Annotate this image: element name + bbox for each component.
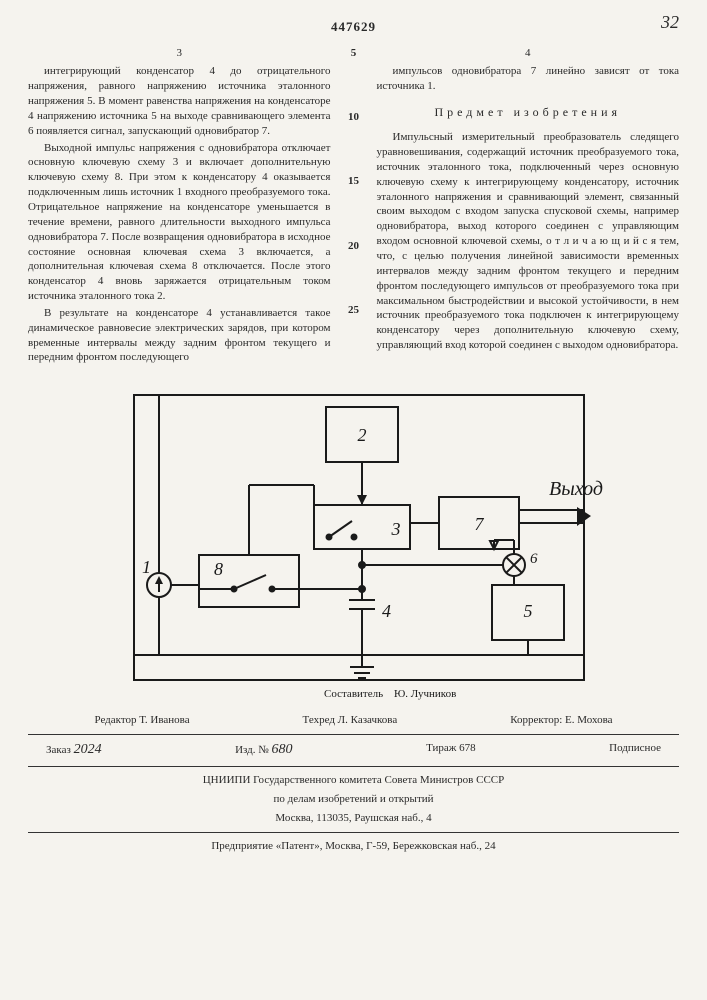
gutter-mark: 10 — [348, 110, 359, 174]
block-label: 8 — [214, 559, 223, 579]
text-columns: 3 интегрирующий конденсатор 4 до отрицат… — [28, 46, 679, 368]
org-line-2: по делам изобретений и открытий — [28, 792, 679, 807]
right-column: 4 импульсов одновибратора 7 линейно зави… — [377, 46, 680, 368]
paragraph: Выходной импульс напряжения с одновибрат… — [28, 141, 331, 304]
separator — [28, 832, 679, 833]
output-label: Выход — [549, 478, 603, 500]
circuit-schematic: 2 3 7 Выход 8 5 — [94, 385, 614, 705]
paragraph: импульсов одновибратора 7 линейно завися… — [377, 64, 680, 94]
podpisnoe: Подписное — [609, 741, 661, 760]
left-col-number: 3 — [28, 46, 331, 61]
page-mark: 32 — [661, 10, 679, 34]
corrector-label: Корректор: — [510, 714, 562, 726]
techred-name: Л. Казачкова — [338, 714, 398, 726]
corrector-name: Е. Мохова — [565, 714, 612, 726]
org-line-1: ЦНИИПИ Государственного комитета Совета … — [28, 773, 679, 788]
block-label: 7 — [474, 514, 484, 534]
izd-number: 680 — [272, 742, 293, 757]
compiled-by-label: Составитель — [324, 688, 383, 700]
separator — [28, 734, 679, 735]
compiled-by-name: Ю. Лучников — [394, 688, 456, 700]
comparator-label: 6 — [530, 551, 538, 567]
izd-label: Изд. № — [235, 744, 269, 756]
cap-label: 4 — [382, 601, 391, 621]
gutter-mark: 20 — [348, 239, 359, 303]
block-label: 5 — [523, 601, 532, 621]
paragraph: интегрирующий конденсатор 4 до отрицател… — [28, 64, 331, 138]
tirage-number: 678 — [459, 742, 476, 754]
left-column: 3 интегрирующий конденсатор 4 до отрицат… — [28, 46, 331, 368]
line-number-gutter: 5 10 15 20 25 — [345, 46, 363, 368]
document-number: 447629 — [28, 18, 679, 36]
address-2: Предприятие «Патент», Москва, Г-59, Бере… — [28, 839, 679, 854]
editor-name: Т. Иванова — [139, 714, 189, 726]
right-col-number: 4 — [377, 46, 680, 61]
block-label: 3 — [390, 519, 400, 539]
gutter-mark: 15 — [348, 174, 359, 238]
gutter-mark: 25 — [348, 303, 359, 367]
techred-label: Техред — [303, 714, 335, 726]
footer-roles: Редактор Т. Иванова Техред Л. Казачкова … — [28, 713, 679, 728]
block-label: 2 — [357, 425, 366, 445]
address-1: Москва, 113035, Раушская наб., 4 — [28, 811, 679, 826]
tirage-label: Тираж — [426, 742, 456, 754]
order-label: Заказ — [46, 744, 71, 756]
claim-paragraph: Импульсный измерительный преобразователь… — [377, 130, 680, 353]
editor-label: Редактор — [94, 714, 136, 726]
claim-header: Предмет изобретения — [377, 104, 680, 120]
separator — [28, 766, 679, 767]
publication-row: Заказ 2024 Изд. № 680 Тираж 678 Подписно… — [28, 741, 679, 760]
paragraph: В результате на конденсаторе 4 устанавли… — [28, 306, 331, 365]
source-label: 1 — [142, 557, 151, 577]
order-number: 2024 — [74, 742, 102, 757]
gutter-mark: 5 — [351, 46, 357, 110]
